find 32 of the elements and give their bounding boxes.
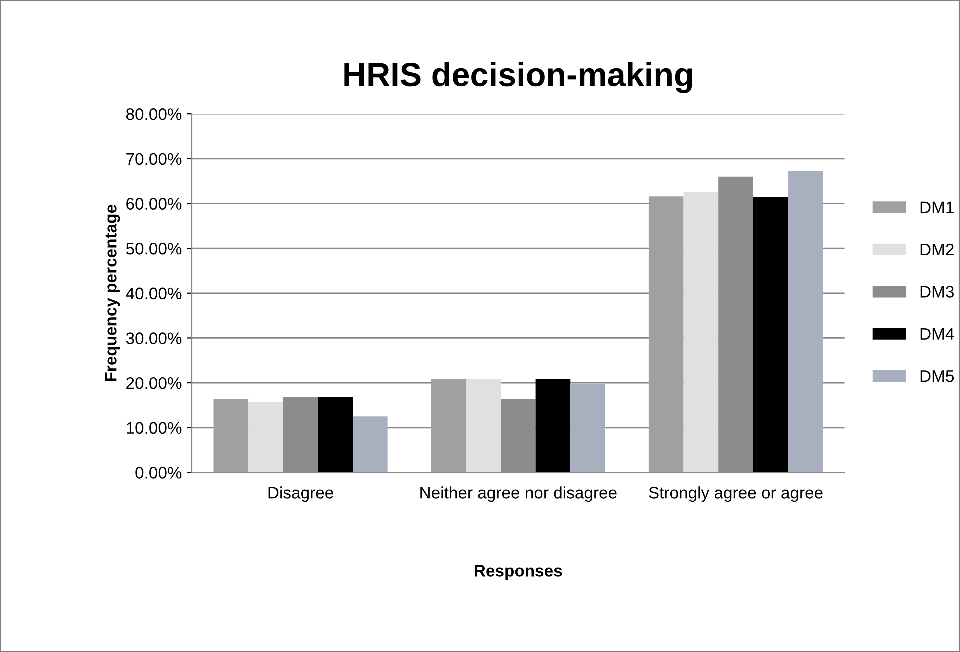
y-tick-label: 60.00% [126, 198, 182, 210]
x-tick-label: Disagree [268, 486, 334, 502]
bar [214, 399, 249, 473]
legend-label: DM4 [920, 328, 954, 340]
bar [431, 379, 466, 473]
y-tick-label: 50.00% [126, 242, 182, 255]
y-tick-label: 10.00% [127, 422, 182, 434]
legend-label: DM5 [920, 370, 954, 382]
bar [648, 196, 684, 473]
y-tick-label: 80.00% [126, 108, 182, 120]
bar [684, 192, 719, 473]
bar [570, 384, 606, 473]
legend-label: DM1 [920, 202, 954, 214]
bar [788, 171, 824, 473]
y-tick-label: 0.00% [136, 467, 182, 479]
bar [466, 379, 501, 473]
y-tick-label: 20.00% [126, 377, 182, 390]
bar [318, 397, 354, 473]
y-tick-label: 40.00% [126, 288, 182, 300]
chart-title: HRIS decision-making [344, 62, 692, 94]
bar [536, 379, 571, 473]
x-axis-title: Responses [475, 565, 562, 580]
bar [753, 197, 788, 473]
bar [353, 416, 388, 473]
y-tick-label: 70.00% [126, 153, 182, 166]
y-tick-label: 30.00% [126, 332, 182, 344]
legend-label: DM3 [920, 286, 954, 298]
x-tick-label: Strongly agree or agree [649, 486, 823, 502]
x-tick-label: Neither agree nor disagree [420, 486, 617, 502]
bar [248, 402, 284, 473]
legend-label: DM2 [920, 244, 954, 256]
y-axis-title: Frequency percentage [105, 205, 120, 382]
